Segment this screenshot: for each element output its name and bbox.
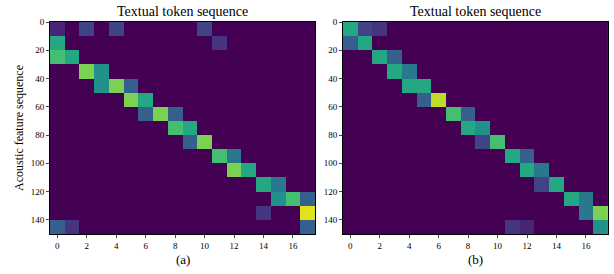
svg-text:2: 2 bbox=[378, 241, 383, 251]
svg-text:2: 2 bbox=[85, 241, 90, 251]
svg-text:0: 0 bbox=[348, 241, 353, 251]
svg-text:20: 20 bbox=[328, 45, 338, 55]
svg-text:4: 4 bbox=[114, 241, 119, 251]
svg-text:6: 6 bbox=[436, 241, 441, 251]
svg-text:120: 120 bbox=[31, 187, 45, 197]
svg-text:12: 12 bbox=[230, 241, 239, 251]
svg-text:0: 0 bbox=[40, 17, 45, 27]
svg-text:14: 14 bbox=[552, 241, 562, 251]
svg-text:4: 4 bbox=[407, 241, 412, 251]
svg-text:14: 14 bbox=[259, 241, 269, 251]
svg-text:40: 40 bbox=[328, 74, 338, 84]
svg-text:Acoustic feature sequence: Acoustic feature sequence bbox=[12, 65, 26, 191]
svg-text:10: 10 bbox=[493, 241, 503, 251]
svg-text:140: 140 bbox=[324, 215, 338, 225]
svg-text:(b): (b) bbox=[468, 252, 483, 267]
svg-text:140: 140 bbox=[31, 215, 45, 225]
svg-text:20: 20 bbox=[35, 45, 45, 55]
svg-text:60: 60 bbox=[328, 102, 338, 112]
svg-text:12: 12 bbox=[523, 241, 532, 251]
svg-text:80: 80 bbox=[35, 130, 45, 140]
svg-text:8: 8 bbox=[173, 241, 178, 251]
svg-text:Textual token sequence: Textual token sequence bbox=[117, 4, 248, 19]
svg-text:60: 60 bbox=[35, 102, 45, 112]
svg-text:40: 40 bbox=[35, 74, 45, 84]
svg-text:16: 16 bbox=[581, 241, 591, 251]
svg-text:0: 0 bbox=[333, 17, 338, 27]
svg-text:(a): (a) bbox=[176, 252, 190, 267]
svg-text:6: 6 bbox=[143, 241, 148, 251]
svg-text:16: 16 bbox=[288, 241, 298, 251]
svg-text:10: 10 bbox=[200, 241, 210, 251]
svg-text:0: 0 bbox=[55, 241, 60, 251]
svg-text:8: 8 bbox=[466, 241, 471, 251]
svg-text:Textual token sequence: Textual token sequence bbox=[410, 4, 541, 19]
svg-text:80: 80 bbox=[328, 130, 338, 140]
svg-text:120: 120 bbox=[324, 187, 338, 197]
svg-text:100: 100 bbox=[324, 158, 338, 168]
svg-text:100: 100 bbox=[31, 158, 45, 168]
